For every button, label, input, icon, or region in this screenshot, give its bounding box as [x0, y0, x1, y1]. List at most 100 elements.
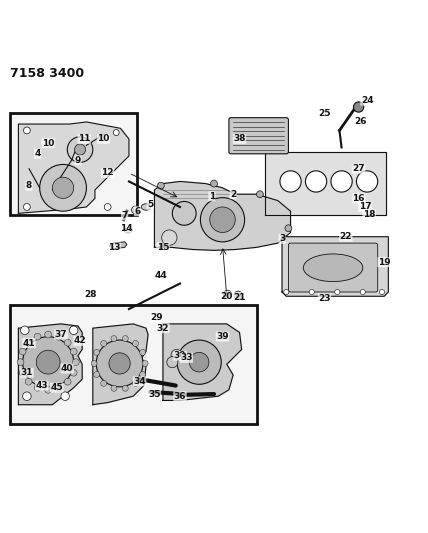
Circle shape — [167, 357, 178, 368]
Text: 7: 7 — [122, 211, 128, 220]
Text: 1: 1 — [209, 192, 215, 201]
Ellipse shape — [141, 204, 151, 210]
Circle shape — [189, 352, 209, 372]
Circle shape — [104, 204, 111, 211]
Text: 10: 10 — [97, 134, 110, 143]
Text: 45: 45 — [51, 383, 63, 392]
Circle shape — [285, 225, 292, 232]
Circle shape — [24, 204, 30, 211]
Circle shape — [23, 392, 31, 400]
Circle shape — [133, 341, 139, 346]
FancyBboxPatch shape — [10, 114, 137, 215]
Text: 34: 34 — [133, 377, 146, 386]
Text: 27: 27 — [352, 164, 365, 173]
Text: 25: 25 — [318, 109, 331, 118]
Text: 43: 43 — [36, 381, 48, 390]
Circle shape — [96, 340, 143, 387]
Polygon shape — [265, 152, 386, 215]
Text: 14: 14 — [121, 224, 133, 233]
Circle shape — [360, 289, 366, 295]
Circle shape — [210, 207, 235, 232]
Circle shape — [354, 102, 364, 112]
Circle shape — [21, 326, 29, 335]
Circle shape — [36, 350, 60, 374]
Text: 26: 26 — [354, 117, 367, 126]
Text: 12: 12 — [101, 168, 114, 177]
Circle shape — [357, 171, 378, 192]
Circle shape — [133, 381, 139, 386]
Text: 4: 4 — [34, 149, 41, 158]
Text: 40: 40 — [61, 364, 74, 373]
Circle shape — [70, 369, 77, 376]
Text: 23: 23 — [318, 294, 331, 303]
Text: 17: 17 — [359, 203, 371, 212]
Text: 20: 20 — [220, 292, 233, 301]
Circle shape — [72, 359, 79, 366]
Circle shape — [17, 359, 24, 366]
Circle shape — [94, 350, 100, 356]
Text: 10: 10 — [42, 139, 54, 148]
Circle shape — [101, 381, 107, 386]
Circle shape — [111, 336, 117, 342]
Text: 38: 38 — [233, 134, 246, 143]
Text: 32: 32 — [157, 324, 169, 333]
Text: 36: 36 — [174, 392, 186, 401]
Text: 2: 2 — [230, 190, 236, 199]
FancyBboxPatch shape — [229, 118, 288, 154]
Circle shape — [309, 289, 314, 295]
Circle shape — [280, 171, 301, 192]
Circle shape — [70, 348, 77, 355]
Circle shape — [122, 336, 128, 342]
Circle shape — [40, 165, 86, 211]
Text: 13: 13 — [108, 243, 120, 252]
Circle shape — [131, 206, 139, 214]
Circle shape — [172, 201, 196, 225]
Polygon shape — [18, 122, 129, 213]
Text: 9: 9 — [75, 156, 81, 165]
Circle shape — [162, 230, 177, 245]
Circle shape — [45, 386, 51, 393]
Text: 37: 37 — [55, 330, 67, 339]
Text: 19: 19 — [378, 258, 390, 266]
Circle shape — [335, 289, 340, 295]
Circle shape — [113, 130, 119, 135]
Text: 5: 5 — [147, 200, 153, 209]
FancyBboxPatch shape — [10, 305, 256, 424]
Circle shape — [61, 392, 69, 400]
Circle shape — [140, 350, 146, 356]
Text: 15: 15 — [157, 243, 169, 252]
Text: 29: 29 — [150, 313, 163, 322]
Text: 6: 6 — [134, 207, 140, 216]
Circle shape — [256, 191, 263, 198]
Circle shape — [211, 180, 217, 187]
Ellipse shape — [303, 254, 363, 281]
Circle shape — [19, 348, 26, 355]
FancyBboxPatch shape — [288, 243, 378, 292]
Circle shape — [236, 293, 241, 297]
Text: 30: 30 — [174, 351, 186, 360]
Circle shape — [122, 385, 128, 391]
Circle shape — [306, 171, 327, 192]
Text: 7158 3400: 7158 3400 — [10, 67, 84, 79]
Circle shape — [45, 331, 51, 338]
Text: 35: 35 — [148, 390, 161, 399]
Circle shape — [69, 326, 78, 335]
Circle shape — [25, 378, 32, 385]
Polygon shape — [110, 242, 127, 248]
Polygon shape — [163, 324, 242, 400]
Circle shape — [223, 290, 232, 299]
Polygon shape — [93, 324, 148, 405]
Circle shape — [140, 372, 146, 377]
Circle shape — [64, 378, 71, 385]
Circle shape — [284, 289, 289, 295]
Circle shape — [200, 198, 245, 242]
Circle shape — [109, 353, 130, 374]
Text: 42: 42 — [74, 336, 86, 345]
Circle shape — [74, 144, 86, 155]
Circle shape — [34, 333, 41, 340]
Circle shape — [379, 289, 384, 295]
Circle shape — [142, 360, 148, 366]
Text: 33: 33 — [180, 353, 193, 362]
Circle shape — [91, 360, 97, 366]
Text: 22: 22 — [339, 232, 352, 241]
